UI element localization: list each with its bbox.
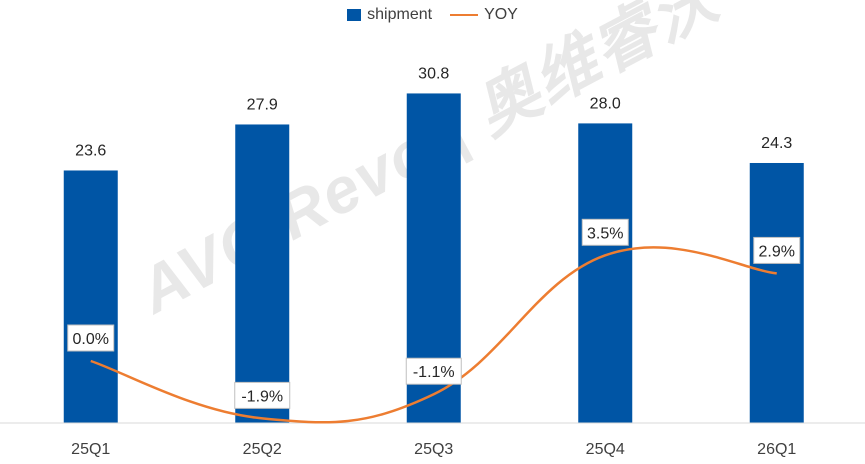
yoy-label-25Q4: 3.5% — [587, 225, 623, 242]
yoy-label-25Q2: -1.9% — [241, 388, 283, 405]
bar-label-25Q3: 30.8 — [418, 65, 449, 82]
bar-25Q1 — [63, 170, 118, 423]
yoy-label-25Q1: 0.0% — [73, 331, 109, 348]
bar-25Q2 — [235, 124, 290, 423]
yoy-label-box-25Q3 — [405, 357, 462, 385]
legend-label-yoy: YOY — [484, 6, 518, 23]
x-tick-25Q2: 25Q2 — [243, 441, 282, 458]
legend-swatch-yoy — [450, 14, 479, 16]
yoy-line — [90, 246, 777, 424]
legend-label-shipment: shipment — [367, 6, 433, 23]
bar-26Q1 — [749, 162, 804, 424]
yoy-label-box-25Q2 — [234, 381, 291, 409]
bar-label-25Q2: 27.9 — [247, 96, 278, 113]
bar-label-26Q1: 24.3 — [761, 135, 792, 152]
bar-label-25Q4: 28.0 — [590, 95, 621, 112]
yoy-label-box-26Q1 — [753, 236, 801, 264]
legend-item-shipment: shipment — [347, 6, 432, 24]
yoy-label-box-25Q1 — [67, 324, 115, 352]
legend: shipment YOY — [0, 6, 865, 24]
yoy-label-26Q1: 2.9% — [759, 243, 795, 260]
legend-swatch-shipment — [347, 9, 362, 21]
x-tick-26Q1: 26Q1 — [757, 441, 796, 458]
x-tick-25Q4: 25Q4 — [586, 441, 625, 458]
x-tick-25Q3: 25Q3 — [414, 441, 453, 458]
x-tick-25Q1: 25Q1 — [71, 441, 110, 458]
yoy-label-25Q3: -1.1% — [413, 364, 455, 381]
bar-label-25Q1: 23.6 — [75, 142, 106, 159]
yoy-label-box-25Q4 — [581, 218, 629, 246]
legend-item-yoy: YOY — [450, 6, 518, 24]
bar-25Q4 — [578, 123, 633, 424]
